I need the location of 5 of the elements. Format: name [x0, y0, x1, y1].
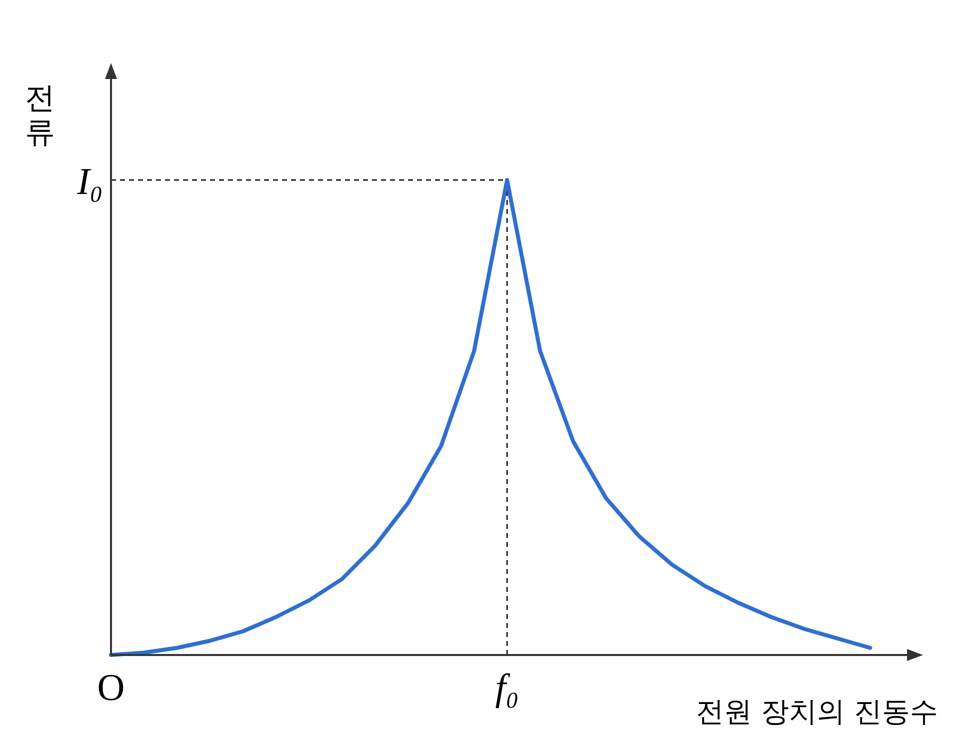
y-axis-title: 전류: [25, 81, 55, 150]
x-axis-title: 전원 장치의 진동수: [696, 695, 938, 728]
ref-line-label: I₀: [76, 161, 103, 203]
x-tick-label: f₀: [495, 667, 519, 709]
x-tick-label: O: [97, 667, 125, 709]
